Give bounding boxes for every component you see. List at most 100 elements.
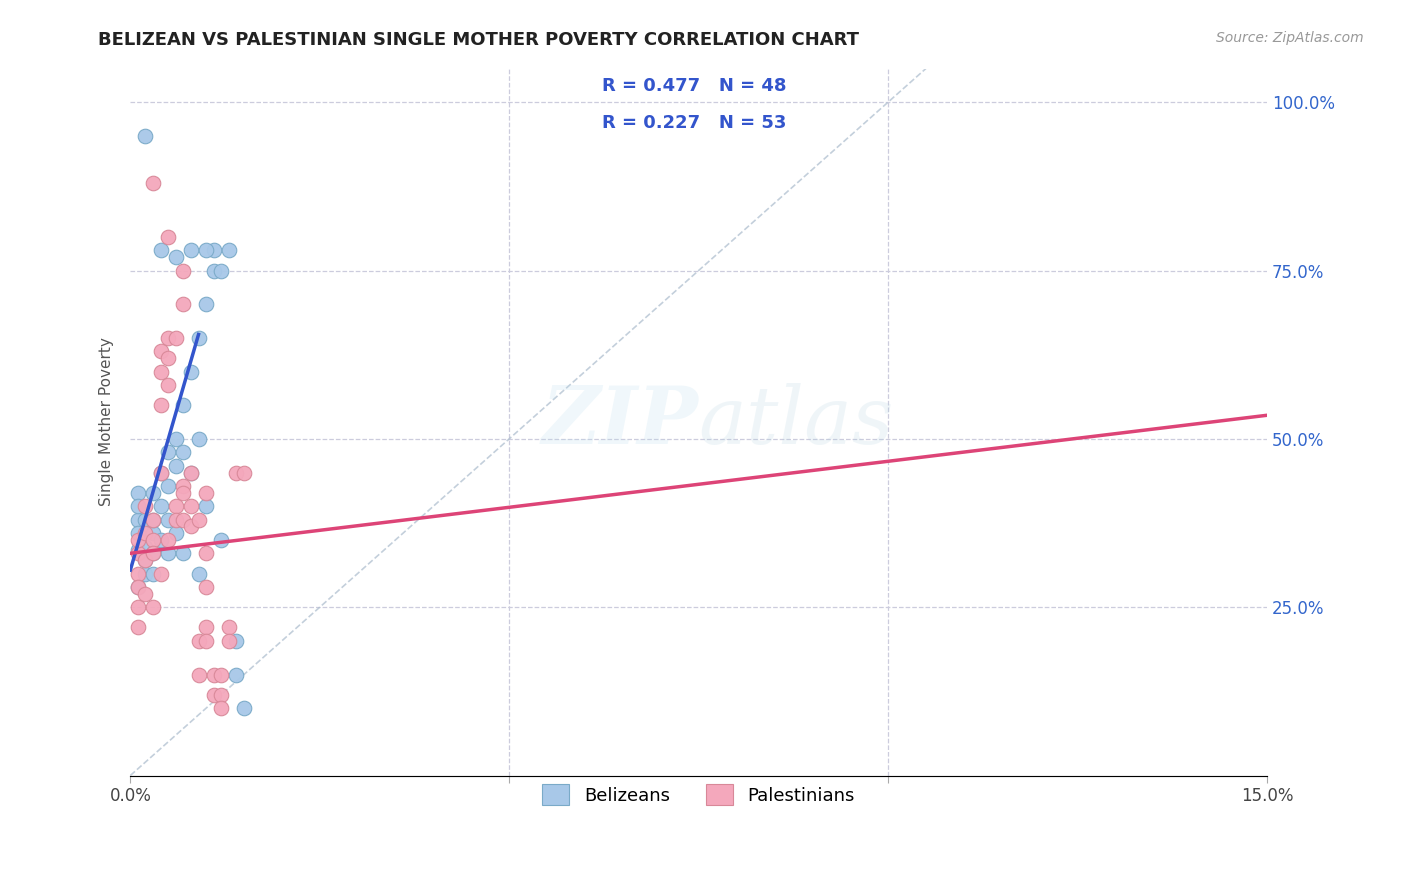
Point [127, 533, 149, 547]
Point [142, 533, 165, 547]
Point [149, 566, 172, 581]
Point [195, 546, 218, 560]
Point [142, 513, 165, 527]
Point [195, 499, 218, 513]
Point [134, 566, 156, 581]
Point [165, 513, 187, 527]
Point [149, 466, 172, 480]
Point [209, 533, 232, 547]
Point [187, 566, 209, 581]
Point [165, 250, 187, 264]
Point [202, 263, 225, 277]
Point [165, 526, 187, 541]
Point [209, 667, 232, 681]
Point [127, 546, 149, 560]
Point [127, 543, 149, 558]
Point [134, 540, 156, 554]
Point [233, 701, 256, 715]
Point [142, 526, 165, 541]
Point [180, 519, 202, 533]
Text: BELIZEAN VS PALESTINIAN SINGLE MOTHER POVERTY CORRELATION CHART: BELIZEAN VS PALESTINIAN SINGLE MOTHER PO… [98, 31, 859, 49]
Point [134, 526, 156, 541]
Point [134, 499, 156, 513]
Text: R = 0.477   N = 48: R = 0.477 N = 48 [602, 77, 786, 95]
Point [157, 546, 180, 560]
Point [187, 513, 209, 527]
Point [142, 600, 165, 615]
Point [165, 458, 187, 473]
Point [225, 667, 247, 681]
Point [195, 297, 218, 311]
Point [202, 244, 225, 258]
Point [209, 701, 232, 715]
Point [195, 633, 218, 648]
Point [149, 344, 172, 359]
Text: R = 0.227   N = 53: R = 0.227 N = 53 [602, 114, 786, 132]
Point [218, 620, 240, 634]
Point [187, 331, 209, 345]
Point [180, 466, 202, 480]
Point [218, 633, 240, 648]
Point [157, 533, 180, 547]
Point [134, 587, 156, 601]
Point [134, 553, 156, 567]
Point [165, 331, 187, 345]
Point [187, 633, 209, 648]
Legend: Belizeans, Palestinians: Belizeans, Palestinians [531, 773, 866, 816]
Point [142, 485, 165, 500]
Point [172, 479, 194, 493]
Point [157, 513, 180, 527]
Point [172, 398, 194, 412]
Point [149, 398, 172, 412]
Point [127, 513, 149, 527]
Point [202, 667, 225, 681]
Point [157, 351, 180, 365]
Point [134, 128, 156, 143]
Point [195, 485, 218, 500]
Point [149, 499, 172, 513]
Point [134, 513, 156, 527]
Y-axis label: Single Mother Poverty: Single Mother Poverty [100, 337, 114, 507]
Point [127, 620, 149, 634]
Point [127, 580, 149, 594]
Point [127, 485, 149, 500]
Text: ZIP: ZIP [541, 384, 699, 461]
Point [127, 499, 149, 513]
Text: atlas: atlas [699, 384, 894, 461]
Point [180, 244, 202, 258]
Point [127, 580, 149, 594]
Point [172, 263, 194, 277]
Point [127, 526, 149, 541]
Point [172, 445, 194, 459]
Point [165, 432, 187, 446]
Point [209, 688, 232, 702]
Point [142, 546, 165, 560]
Point [157, 445, 180, 459]
Point [218, 244, 240, 258]
Point [195, 244, 218, 258]
Point [180, 499, 202, 513]
Point [127, 566, 149, 581]
Text: Source: ZipAtlas.com: Source: ZipAtlas.com [1216, 31, 1364, 45]
Point [149, 244, 172, 258]
Point [180, 466, 202, 480]
Point [142, 566, 165, 581]
Point [187, 432, 209, 446]
Point [172, 513, 194, 527]
Point [149, 364, 172, 378]
Point [157, 230, 180, 244]
Point [225, 633, 247, 648]
Point [157, 479, 180, 493]
Point [157, 378, 180, 392]
Point [165, 499, 187, 513]
Point [142, 546, 165, 560]
Point [233, 466, 256, 480]
Point [195, 620, 218, 634]
Point [209, 263, 232, 277]
Point [157, 331, 180, 345]
Point [127, 600, 149, 615]
Point [149, 466, 172, 480]
Point [149, 533, 172, 547]
Point [187, 667, 209, 681]
Point [172, 297, 194, 311]
